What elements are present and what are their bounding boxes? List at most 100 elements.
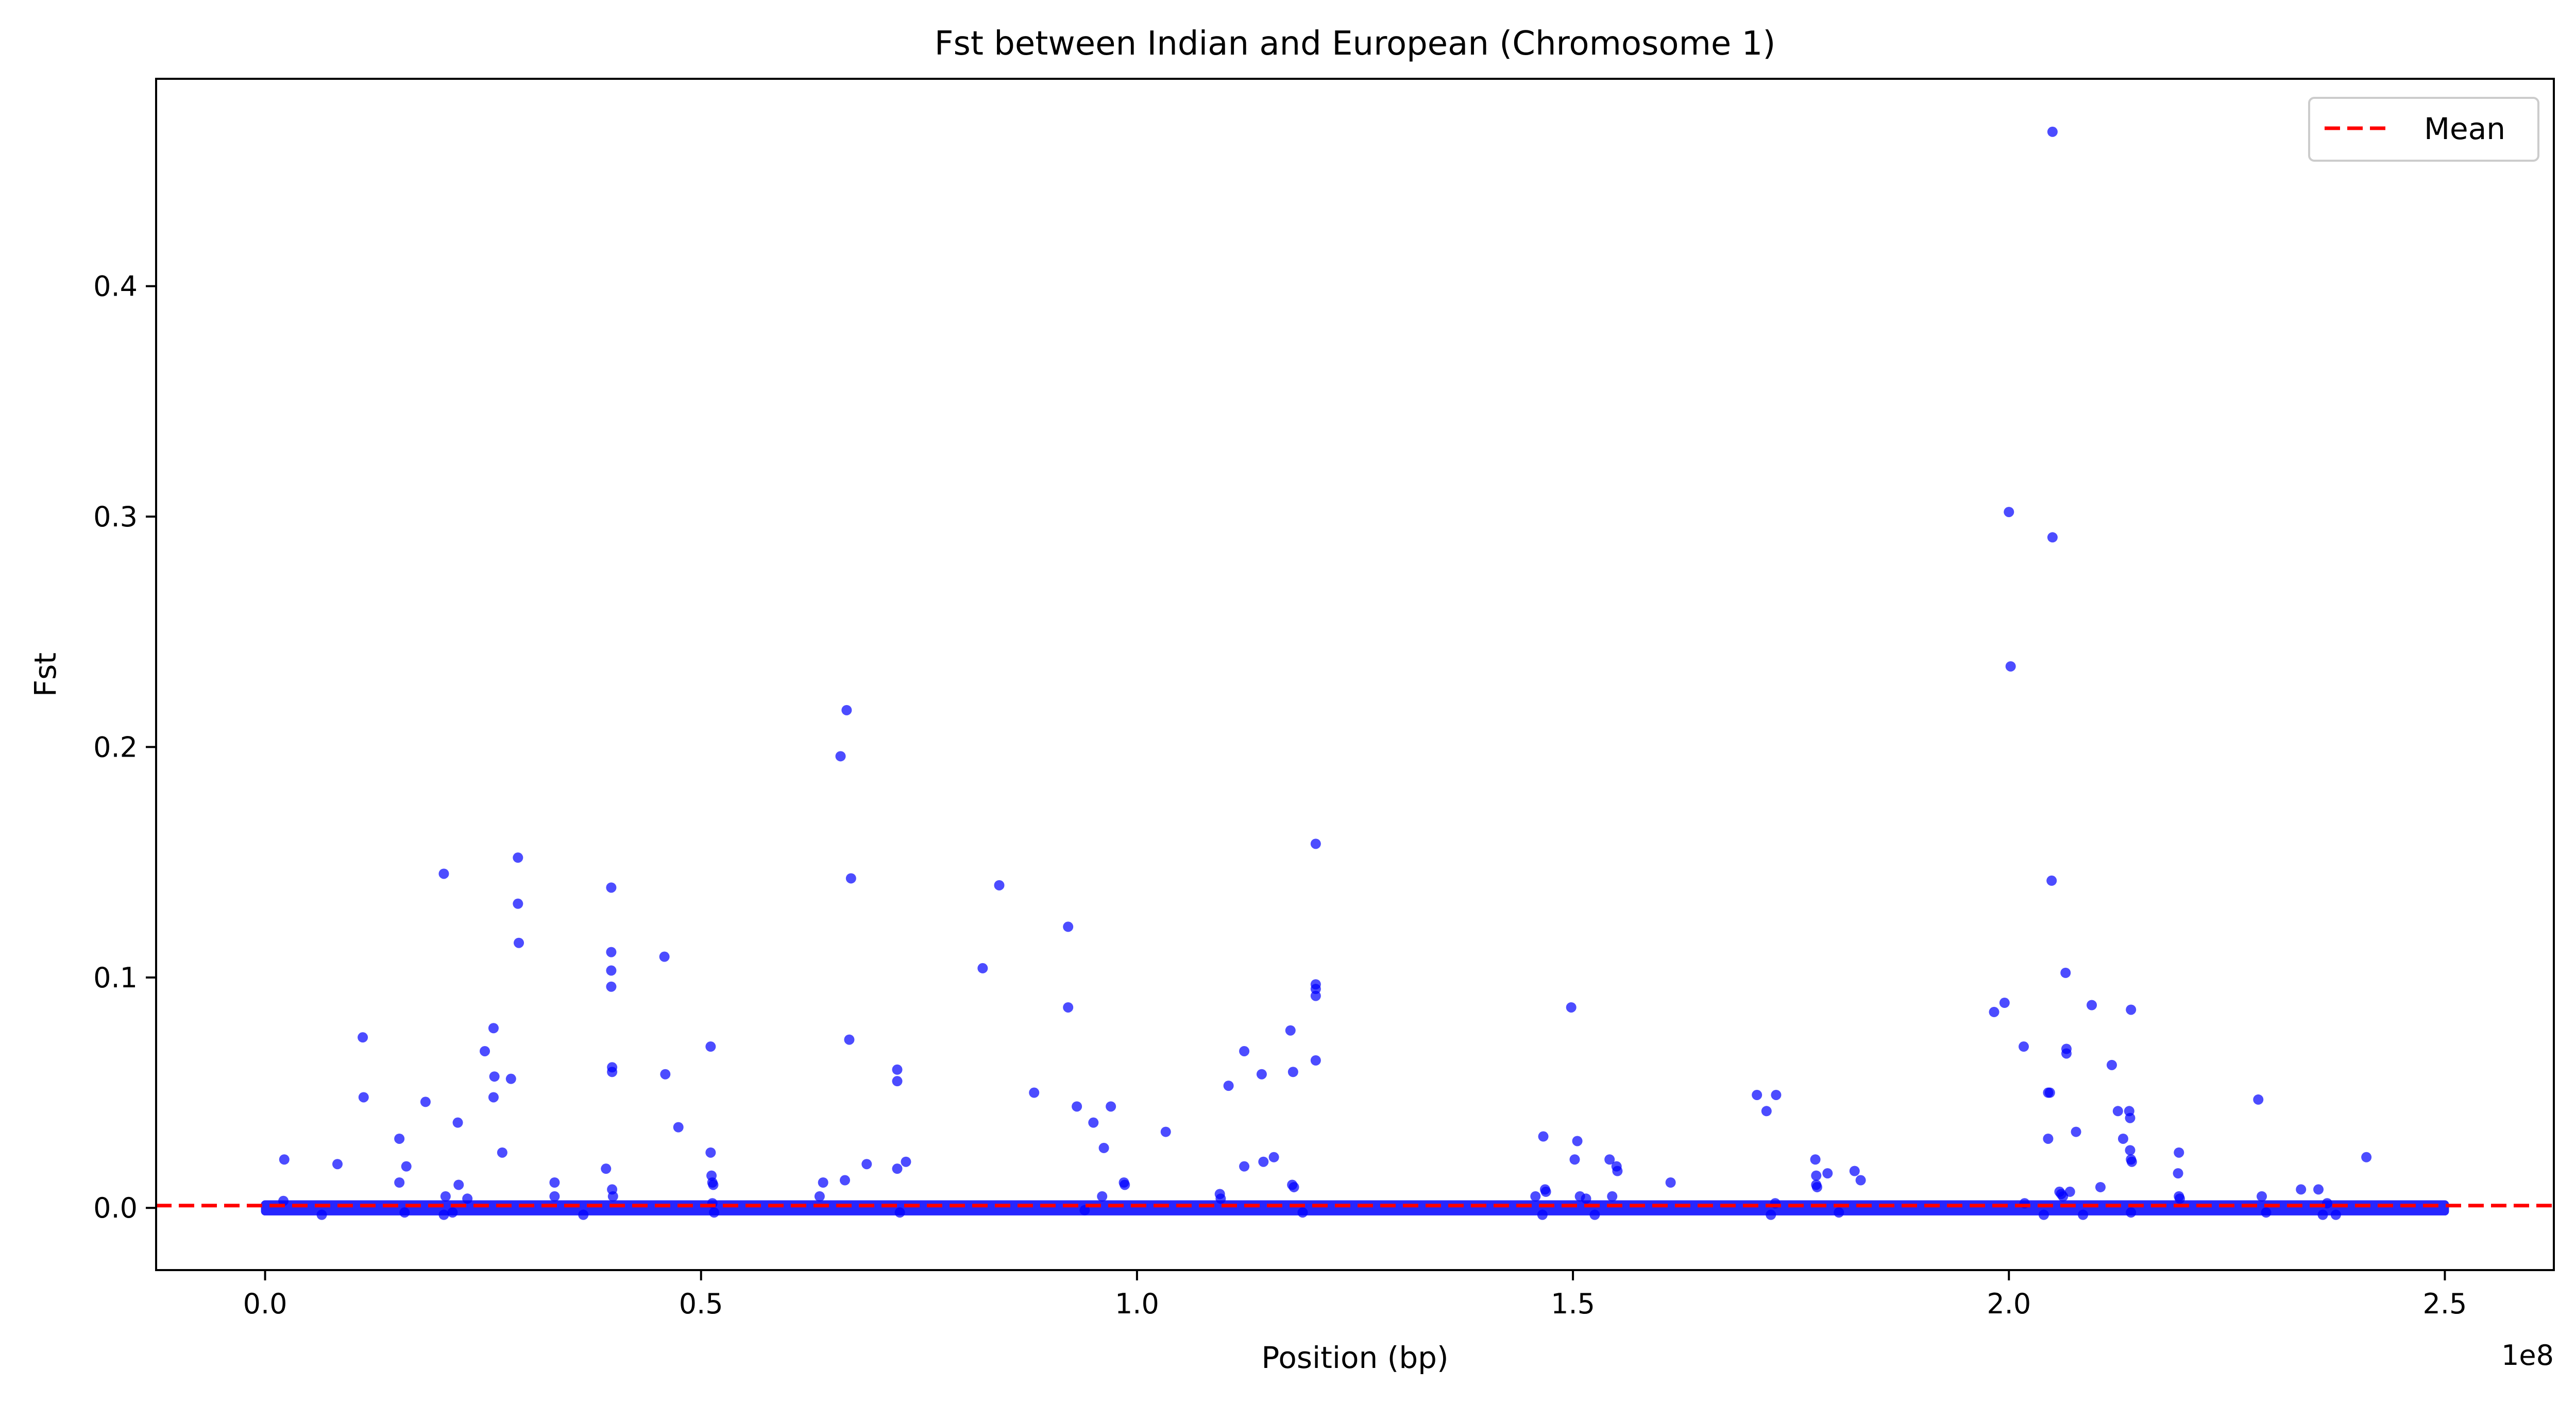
data-point: [2106, 1059, 2117, 1070]
x-axis-label: Position (bp): [1261, 1340, 1448, 1375]
data-point: [488, 1023, 499, 1034]
data-point: [1761, 1106, 1772, 1117]
data-point: [2060, 967, 2071, 978]
data-point: [606, 882, 617, 893]
data-point: [1569, 1154, 1580, 1165]
data-point: [1999, 998, 2010, 1008]
legend-mean-label: Mean: [2424, 111, 2505, 146]
data-point: [2019, 1041, 2029, 1052]
data-point: [607, 1067, 618, 1077]
data-point: [607, 1191, 618, 1202]
data-point: [513, 852, 523, 863]
x-axis-ticks: 0.0 0.5 1.0 1.5 2.0 2.5: [243, 1270, 2467, 1320]
data-point: [1665, 1177, 1676, 1188]
legend: Mean: [2308, 97, 2539, 162]
data-point: [1310, 838, 1321, 849]
data-point: [2125, 1112, 2136, 1123]
y-tick-label: 0.2: [93, 731, 138, 763]
data-point: [1120, 1179, 1130, 1190]
data-point: [673, 1122, 684, 1133]
data-point: [1285, 1025, 1296, 1036]
data-point: [1256, 1069, 1267, 1080]
x-tick-label: 1.0: [1115, 1288, 1159, 1320]
data-point: [2117, 1133, 2128, 1144]
data-point: [835, 751, 846, 762]
data-point: [1063, 1002, 1074, 1013]
y-axis-ticks: 0.0 0.1 0.2 0.3 0.4: [93, 270, 156, 1224]
data-point: [839, 1175, 850, 1186]
data-point: [480, 1046, 490, 1056]
data-point: [2126, 1004, 2137, 1015]
y-axis-label: Fst: [28, 653, 63, 697]
data-point: [705, 1041, 716, 1052]
data-point: [489, 1071, 500, 1082]
data-point: [2257, 1191, 2267, 1202]
data-point: [1589, 1209, 1600, 1220]
data-point: [2064, 1186, 2075, 1197]
data-point: [2125, 1145, 2136, 1156]
data-point: [488, 1092, 499, 1103]
data-point: [2330, 1209, 2341, 1220]
data-point: [394, 1177, 405, 1188]
data-point: [549, 1177, 560, 1188]
data-point: [1612, 1166, 1623, 1176]
data-point: [2087, 1000, 2097, 1011]
data-point: [709, 1207, 720, 1218]
data-point: [2095, 1182, 2106, 1192]
data-point: [1766, 1209, 1776, 1220]
data-point: [2044, 1087, 2055, 1098]
chart-title: Fst between Indian and European (Chromos…: [935, 25, 1776, 63]
data-point: [447, 1207, 458, 1218]
data-point: [894, 1207, 905, 1218]
data-point: [514, 937, 524, 948]
data-point: [453, 1179, 464, 1190]
data-point: [2047, 126, 2058, 137]
data-point: [1310, 990, 1321, 1001]
x-axis-offset-label: 1e8: [2501, 1339, 2554, 1372]
data-point: [1849, 1166, 1860, 1176]
data-point: [892, 1163, 903, 1174]
data-point: [2126, 1207, 2137, 1218]
data-point: [358, 1092, 369, 1103]
data-point: [358, 1032, 368, 1043]
data-point: [1289, 1182, 1299, 1192]
data-point: [1822, 1168, 1833, 1179]
data-point: [901, 1156, 911, 1167]
data-point: [1581, 1193, 1591, 1204]
data-point: [2046, 875, 2057, 886]
y-tick-label: 0.4: [93, 270, 138, 303]
legend-box: [2308, 97, 2539, 162]
data-point: [705, 1147, 716, 1158]
data-point: [1537, 1209, 1548, 1220]
data-point: [1811, 1182, 1822, 1192]
data-point: [1098, 1142, 1109, 1153]
data-point: [1540, 1186, 1551, 1197]
data-point: [660, 1069, 671, 1080]
data-point: [1604, 1154, 1615, 1165]
data-point: [2313, 1184, 2324, 1195]
data-point: [1063, 921, 1074, 932]
data-points: [278, 126, 2372, 1220]
data-point: [399, 1207, 410, 1218]
data-point: [1223, 1081, 1234, 1091]
data-point: [2061, 1048, 2072, 1059]
data-point: [438, 1209, 449, 1220]
data-point: [1834, 1207, 1844, 1218]
data-point: [2317, 1209, 2328, 1220]
data-point: [1989, 1006, 1999, 1017]
data-point: [844, 1034, 855, 1045]
data-point: [1530, 1191, 1541, 1202]
data-point: [606, 947, 617, 957]
data-point: [1079, 1205, 1090, 1215]
data-point: [1106, 1101, 1116, 1112]
data-point: [1538, 1131, 1549, 1142]
data-point: [1297, 1207, 1308, 1218]
y-tick-label: 0.3: [93, 501, 138, 533]
data-point: [1268, 1152, 1279, 1162]
data-point: [1572, 1136, 1583, 1146]
data-point: [1029, 1087, 1040, 1098]
data-point: [278, 1195, 289, 1206]
data-point: [977, 963, 988, 973]
